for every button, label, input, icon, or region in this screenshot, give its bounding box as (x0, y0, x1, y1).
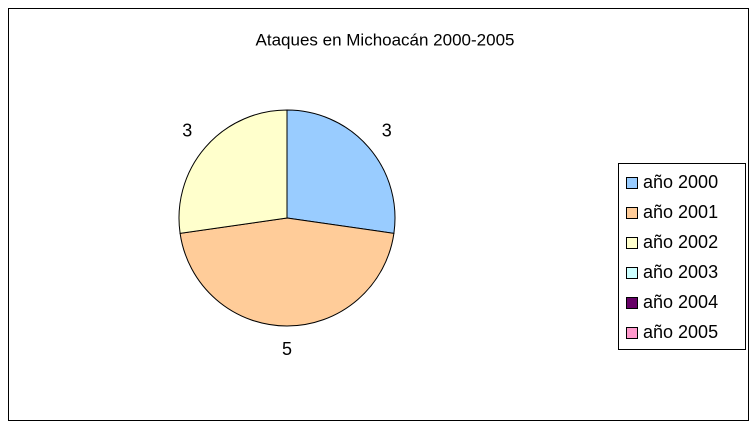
pie-slice (286, 109, 396, 234)
chart-title: Ataques en Michoacán 2000-2005 (256, 30, 515, 49)
legend-label: año 2001 (643, 202, 718, 222)
legend-label: año 2002 (643, 232, 718, 252)
pie-slice (178, 109, 288, 234)
legend-label: año 2005 (643, 322, 718, 342)
legend-swatch (626, 237, 638, 249)
legend-swatch (626, 177, 638, 189)
legend-swatch (626, 267, 638, 279)
legend-swatch (626, 297, 638, 309)
legend-label: año 2004 (643, 292, 718, 312)
data-label: 3 (382, 120, 392, 140)
data-label: 3 (182, 120, 192, 140)
legend-label: año 2003 (643, 262, 718, 282)
pie-slice (179, 217, 395, 327)
data-label: 5 (282, 339, 292, 359)
legend-swatch (626, 327, 638, 339)
legend-swatch (626, 207, 638, 219)
legend-box (618, 163, 746, 350)
legend-label: año 2000 (643, 172, 718, 192)
